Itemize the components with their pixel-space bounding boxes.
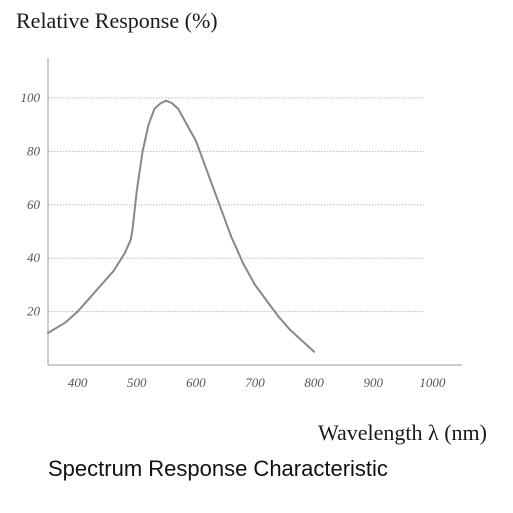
chart-caption: Spectrum Response Characteristic bbox=[48, 456, 388, 481]
x-tick-label: 700 bbox=[245, 375, 265, 390]
y-tick-label: 20 bbox=[27, 304, 41, 319]
y-tick-label: 60 bbox=[27, 197, 41, 212]
x-tick-label: 1000 bbox=[419, 375, 446, 390]
x-tick-label: 800 bbox=[304, 375, 324, 390]
y-tick-label: 80 bbox=[27, 143, 41, 158]
y-tick-labels: 20 40 60 80 100 bbox=[21, 90, 41, 319]
series-line-0 bbox=[47, 99, 316, 353]
x-tick-label: 900 bbox=[364, 375, 384, 390]
x-axis-label: Wavelength λ (nm) bbox=[318, 420, 487, 445]
y-axis-label: Relative Response (%) bbox=[16, 8, 218, 33]
axes bbox=[47, 58, 462, 366]
x-tick-label: 600 bbox=[186, 375, 206, 390]
grid bbox=[48, 97, 424, 313]
x-tick-label: 500 bbox=[127, 375, 147, 390]
x-tick-labels: 400 500 600 700 800 900 1000 bbox=[68, 375, 446, 390]
series-layer bbox=[47, 99, 316, 353]
y-tick-label: 40 bbox=[27, 250, 41, 265]
y-tick-label: 100 bbox=[21, 90, 41, 105]
x-tick-label: 400 bbox=[68, 375, 88, 390]
